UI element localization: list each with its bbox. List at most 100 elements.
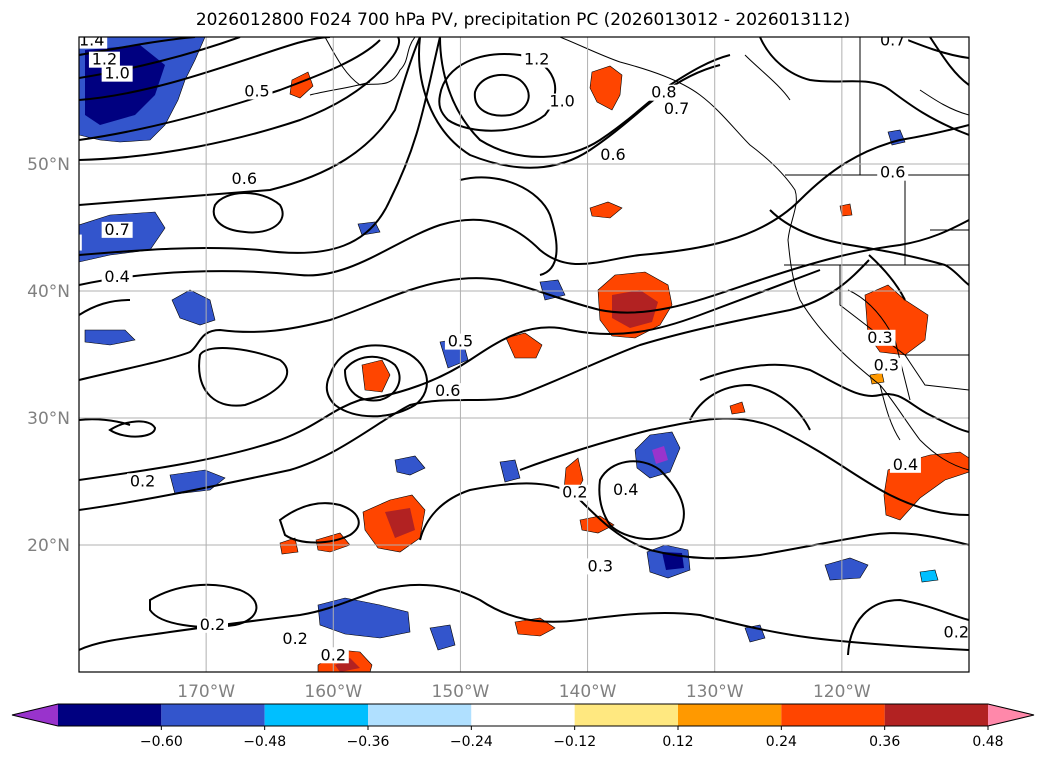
- neg-core-8: [652, 446, 668, 464]
- contour-label-bg: [610, 482, 642, 499]
- contour-label-bg: [0, 72, 31, 88]
- contour-label-bg: [889, 456, 921, 473]
- contour-label-bg: [101, 65, 133, 82]
- contour-label: 0.7: [880, 31, 905, 50]
- pos-core-1: [612, 290, 658, 328]
- neg-blob-4: [394, 455, 426, 476]
- contour-label: 0.7: [104, 220, 129, 239]
- colorbar-segment: [471, 704, 575, 726]
- colorbar-segment: [781, 704, 885, 726]
- contour-label-bg: [127, 473, 159, 490]
- contour-label: 0.2: [0, 415, 15, 434]
- lon-tick-label: 120°W: [813, 682, 871, 702]
- contour-label: 0.4: [104, 267, 129, 286]
- contour-label: 1.0: [104, 64, 129, 83]
- lat-tick-label: 40°N: [27, 282, 70, 302]
- colorbar-tick-label: −0.60: [140, 734, 183, 750]
- contour-label-bg: [228, 171, 260, 188]
- colorbar-segment: [161, 704, 265, 726]
- contour-label-bg: [88, 51, 120, 68]
- pos-blob-9: [279, 537, 299, 555]
- contour-label: 0.5: [54, 233, 79, 252]
- contour-label: 0.3: [874, 356, 899, 375]
- neg-blob-3: [169, 469, 226, 495]
- lon-tick-label: 170°W: [177, 682, 235, 702]
- contour-label: 0.8: [651, 83, 676, 102]
- lon-tick-label: 140°W: [559, 682, 617, 702]
- colorbar-tick-label: −0.48: [243, 734, 286, 750]
- colorbar-segment: [574, 704, 678, 726]
- contour-labels: 1.41.21.00.80.70.60.50.60.70.50.40.30.20…: [0, 31, 969, 664]
- contour-label-bg: [648, 84, 680, 101]
- colorbar-extend-high: [988, 704, 1034, 726]
- contour-label-bg: [432, 383, 464, 400]
- colorbar-tick-label: −0.36: [347, 734, 390, 750]
- graticule: [79, 37, 969, 672]
- colorbar: −0.60 −0.48 −0.36 −0.24 −0.12 0.12 0.24 0.36 0.4…: [11, 703, 1035, 750]
- contour-label-bg: [197, 616, 228, 633]
- pos-blob-16: [729, 401, 746, 415]
- colorbar-segment: [368, 704, 472, 726]
- contour-label: 0.6: [600, 145, 625, 164]
- neg-blob-1: [171, 289, 216, 326]
- contour-label: 0.4: [613, 480, 638, 499]
- neg-blob-5: [499, 459, 521, 483]
- pos-core-7: [385, 508, 415, 538]
- colorbar-tick-label: −0.24: [450, 734, 493, 750]
- lon-tick-label: 130°W: [686, 682, 744, 702]
- pos-blob-6: [505, 332, 543, 359]
- contour-label-bg: [584, 558, 616, 575]
- pos-blob-3: [589, 201, 623, 219]
- colorbar-segment: [884, 704, 988, 726]
- contour-label: 0.6: [232, 169, 257, 188]
- contour-label-bg: [877, 37, 909, 49]
- contour-label: 0.2: [944, 622, 969, 641]
- contour-label-bg: [279, 630, 311, 647]
- contour-label: 1.0: [549, 92, 574, 111]
- map-panel: 1.41.21.00.80.70.60.50.60.70.50.40.30.20…: [0, 31, 970, 673]
- pos-blob-2: [589, 65, 623, 111]
- contour-label: 0.6: [435, 381, 460, 400]
- contour-label: 0.7: [3, 104, 28, 123]
- contour-label-bg: [0, 106, 31, 122]
- neg-blob-6: [539, 279, 566, 301]
- map-frame: [78, 36, 970, 673]
- contour-label-bg: [0, 417, 18, 433]
- colorbar-tick-label: 0.12: [662, 734, 693, 750]
- colorbar-tick-label: 0.48: [972, 734, 1003, 750]
- contour-label: 1.4: [79, 31, 104, 50]
- contour-label: 1.2: [524, 50, 549, 69]
- contour-label: 0.6: [28, 135, 53, 154]
- neg-blob-2: [84, 329, 136, 346]
- contour-label: 1.2: [92, 50, 117, 69]
- contour-label: 0.2: [130, 471, 155, 490]
- contour-label: 0.3: [588, 556, 613, 575]
- contour-label: 0.8: [3, 70, 28, 89]
- contour-label-bg: [864, 329, 896, 346]
- contour-label-bg: [877, 164, 909, 181]
- lat-tick-label: 20°N: [27, 536, 70, 556]
- lat-tick-label: 30°N: [27, 409, 70, 429]
- contour-label: 0.2: [562, 483, 587, 502]
- lon-tick-label: 160°W: [304, 682, 362, 702]
- lat-tick-label: 50°N: [27, 155, 70, 175]
- contour-label: 0.2: [200, 615, 225, 634]
- pos-core-13: [335, 658, 360, 672]
- pv-contours: [79, 37, 969, 656]
- contour-label-bg: [79, 37, 108, 49]
- contour-label: 0.5: [448, 332, 473, 351]
- colorbar-extend-low: [12, 704, 58, 726]
- contour-label: 0.3: [3, 347, 28, 366]
- contour-label-bg: [597, 146, 629, 163]
- contour-label-bg: [559, 484, 591, 501]
- lon-tick-label: 150°W: [432, 682, 490, 702]
- neg-blob-11: [429, 624, 456, 651]
- pos-blob-17: [839, 203, 853, 217]
- neg-blob-10: [317, 597, 411, 639]
- contour-label-bg: [101, 221, 133, 238]
- contour-label-bg: [661, 101, 693, 118]
- colorbar-segment: [264, 704, 368, 726]
- contour-label: 0.5: [244, 81, 269, 100]
- contour-label-bg: [521, 51, 553, 68]
- pos-blob-5: [361, 359, 391, 393]
